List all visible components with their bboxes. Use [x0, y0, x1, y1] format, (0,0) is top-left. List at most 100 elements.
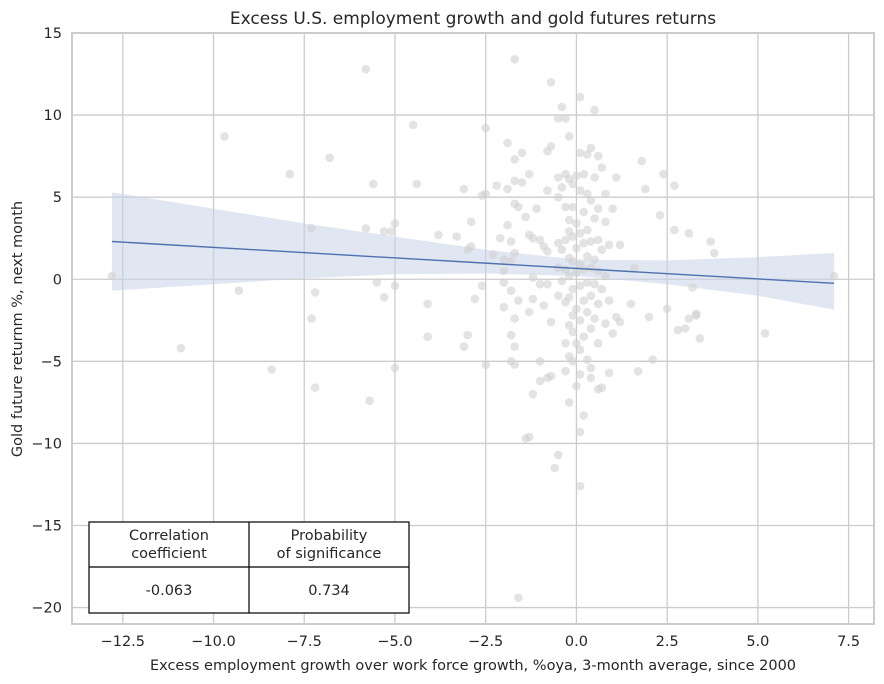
data-point — [510, 314, 519, 323]
data-point — [586, 324, 596, 333]
data-point — [503, 138, 512, 148]
data-point — [423, 332, 432, 342]
data-point — [575, 92, 585, 102]
data-point — [517, 148, 527, 158]
data-point — [561, 235, 570, 245]
data-point — [361, 224, 371, 233]
plot-frame — [71, 32, 875, 625]
data-point — [557, 183, 567, 192]
data-point — [510, 360, 519, 369]
x-axis-ticks: −12.5 −10.0 −7.5 −5.0 −2.5 0.0 2.5 5.0 7.5 — [101, 634, 861, 650]
data-point — [535, 235, 545, 245]
data-point — [554, 192, 563, 202]
data-point — [408, 120, 418, 130]
data-point — [564, 293, 574, 302]
data-point — [586, 373, 596, 383]
data-point — [517, 178, 527, 187]
data-point — [477, 281, 487, 291]
data-point — [234, 286, 244, 296]
data-point — [524, 169, 534, 179]
data-point — [593, 266, 603, 276]
data-point — [554, 173, 563, 182]
data-point — [220, 132, 229, 141]
data-point — [601, 319, 610, 328]
data-point — [546, 142, 556, 151]
data-point — [325, 153, 335, 163]
data-point — [615, 317, 625, 327]
data-point — [590, 279, 599, 289]
data-point — [572, 243, 581, 253]
data-point — [601, 217, 610, 227]
data-point — [535, 376, 545, 386]
data-point — [586, 291, 596, 301]
y-tick-label: −15 — [31, 519, 62, 535]
regression-line — [111, 240, 835, 285]
data-point — [644, 312, 654, 322]
data-point — [434, 230, 443, 240]
data-point — [572, 268, 581, 278]
data-point — [583, 150, 592, 159]
data-point — [593, 339, 603, 348]
data-point — [499, 266, 509, 276]
data-point — [510, 342, 519, 351]
data-point — [546, 371, 556, 381]
data-point — [546, 317, 556, 327]
data-point — [506, 256, 516, 266]
data-point — [361, 64, 371, 74]
data-point — [579, 411, 588, 420]
data-point — [648, 355, 657, 365]
data-point — [608, 329, 617, 338]
data-point — [452, 232, 462, 241]
data-point — [499, 255, 509, 264]
data-point — [514, 202, 523, 212]
x-axis-label: Excess employment growth over work force… — [150, 658, 796, 674]
data-point — [267, 365, 276, 374]
data-point — [466, 217, 476, 227]
data-point — [379, 227, 389, 236]
table-value: 0.734 — [308, 583, 350, 599]
data-point — [499, 302, 509, 312]
data-point — [539, 301, 549, 310]
data-point — [503, 220, 512, 230]
data-point — [528, 294, 538, 304]
data-point — [597, 284, 607, 294]
data-point — [575, 370, 585, 379]
data-point — [506, 286, 516, 296]
data-point — [604, 240, 614, 250]
table-header: coefficient — [131, 546, 207, 562]
data-point — [535, 357, 545, 366]
data-point — [412, 179, 422, 189]
data-point — [524, 432, 534, 442]
data-point — [604, 296, 614, 305]
data-point — [710, 248, 719, 258]
data-point — [691, 309, 701, 319]
data-point — [510, 176, 519, 186]
data-point — [706, 237, 715, 246]
data-point — [572, 339, 581, 348]
data-point — [524, 307, 534, 317]
data-point — [561, 202, 570, 212]
data-point — [561, 339, 570, 348]
data-point — [601, 189, 610, 199]
data-point — [641, 184, 650, 194]
data-point — [597, 245, 607, 254]
data-point — [564, 215, 574, 225]
y-tick-label: −10 — [31, 436, 62, 452]
data-point — [543, 186, 552, 195]
data-point — [583, 307, 592, 317]
data-point — [387, 227, 396, 236]
x-tick-label: −12.5 — [101, 634, 145, 650]
data-point — [626, 299, 636, 309]
data-point — [390, 219, 400, 228]
data-point — [586, 363, 596, 373]
regression-line-layer — [111, 240, 835, 285]
data-point — [684, 229, 694, 238]
data-point — [572, 219, 581, 228]
data-point — [586, 237, 596, 246]
x-tick-label: 7.5 — [837, 634, 860, 650]
data-point — [564, 398, 574, 407]
data-point — [575, 281, 585, 291]
data-point — [684, 314, 694, 323]
y-tick-label: 15 — [44, 26, 62, 42]
data-point — [579, 238, 588, 248]
